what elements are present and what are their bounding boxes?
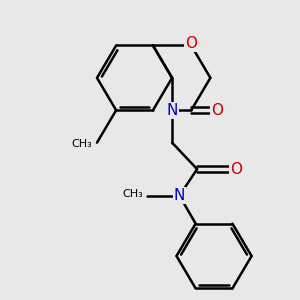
- Text: N: N: [167, 103, 178, 118]
- Text: O: O: [185, 36, 197, 51]
- Text: N: N: [174, 188, 185, 203]
- Text: O: O: [211, 103, 223, 118]
- Text: CH₃: CH₃: [122, 189, 142, 199]
- Text: O: O: [230, 162, 242, 177]
- Text: CH₃: CH₃: [72, 139, 93, 149]
